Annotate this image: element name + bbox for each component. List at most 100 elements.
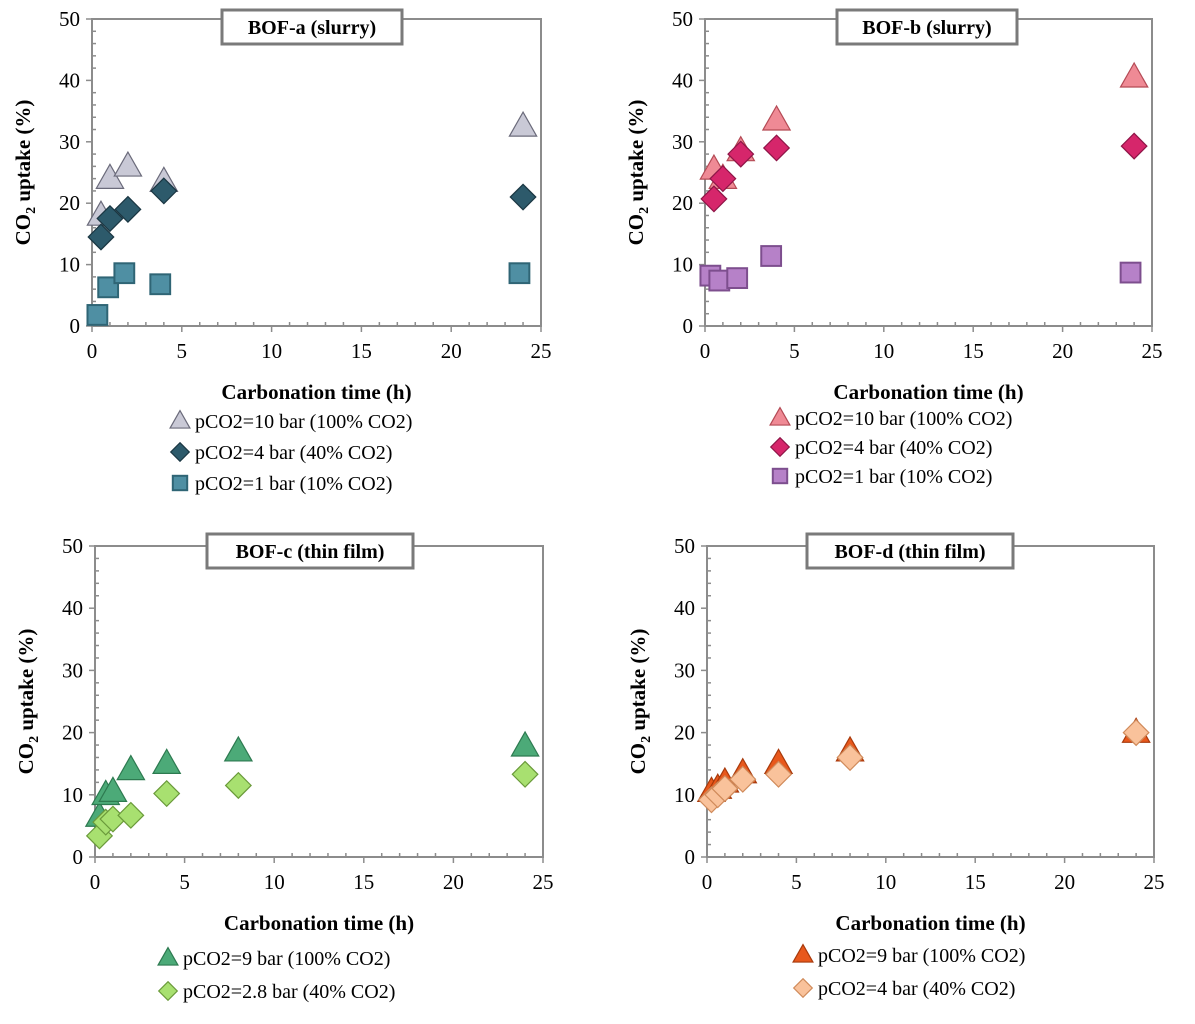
data-point	[152, 748, 182, 775]
data-point	[708, 269, 731, 292]
x-tick-label: 10	[875, 870, 896, 894]
x-tick-label: 5	[177, 339, 188, 363]
data-point	[98, 776, 128, 802]
y-tick-label: 20	[62, 721, 83, 745]
data-point	[762, 134, 791, 162]
chart-panel-3: 0 10 20 30 40 50 0 5 10 15 20 25 Carbonation time (h…	[14, 532, 554, 1003]
data-point	[761, 104, 792, 131]
data-point	[223, 735, 254, 762]
y-tick-label: 10	[62, 783, 83, 807]
y-tick-label: 40	[674, 596, 695, 620]
legend: pCO2=10 bar (100% CO2) pCO2=4 bar (40% CO…	[169, 409, 412, 495]
y-axis-title-subscript: 2	[24, 207, 39, 214]
legend-label: pCO2=4 bar (40% CO2)	[195, 442, 392, 464]
legend-label: pCO2=9 bar (100% CO2)	[818, 945, 1025, 967]
series-2	[87, 177, 537, 251]
y-axis-title-rest: uptake (%)	[14, 629, 38, 736]
legend-marker	[157, 980, 179, 1002]
legend-label: pCO2=10 bar (100% CO2)	[795, 408, 1012, 430]
y-axis-title-main: CO	[626, 743, 650, 775]
data-point	[510, 730, 540, 757]
data-point	[116, 754, 146, 781]
series-1	[84, 730, 540, 827]
series-2	[85, 760, 539, 850]
y-axis-title: CO2 uptake (%)	[624, 100, 652, 246]
panel-title: BOF-b (slurry)	[862, 17, 991, 39]
legend-label: pCO2=4 bar (40% CO2)	[795, 437, 992, 459]
data-point	[508, 262, 531, 285]
y-tick-label: 30	[672, 130, 693, 154]
x-axis-title: Carbonation time (h)	[221, 380, 411, 404]
y-tick-label: 40	[62, 596, 83, 620]
series-2	[700, 132, 1148, 213]
data-point	[87, 223, 115, 251]
y-axis-title-rest: uptake (%)	[626, 629, 650, 736]
x-axis-title: Carbonation time (h)	[224, 911, 414, 935]
data-point	[1119, 261, 1142, 284]
y-tick-label: 0	[73, 845, 84, 869]
series-3	[86, 262, 531, 326]
y-tick-label: 30	[674, 658, 695, 682]
x-axis-title: Carbonation time (h)	[833, 380, 1023, 404]
legend: pCO2=9 bar (100% CO2) pCO2=4 bar (40% CO2…	[792, 943, 1025, 1000]
x-tick-label: 25	[531, 339, 552, 363]
x-tick-label: 5	[179, 870, 190, 894]
plot-area	[704, 18, 1153, 327]
x-tick-label: 15	[353, 870, 374, 894]
legend-marker	[769, 436, 791, 458]
data-point	[224, 771, 252, 800]
y-axis-title: CO2 uptake (%)	[626, 629, 654, 775]
legend-marker	[169, 409, 191, 429]
y-axis-title: CO2 uptake (%)	[14, 629, 42, 775]
y-tick-label: 40	[672, 68, 693, 92]
data-point	[729, 765, 757, 793]
plot-area	[706, 545, 1155, 858]
legend: pCO2=9 bar (100% CO2) pCO2=2.8 bar (40% C…	[157, 946, 395, 1003]
y-tick-label: 20	[674, 721, 695, 745]
y-axis-title-subscript: 2	[639, 736, 654, 743]
data-point	[700, 185, 728, 213]
x-tick-label: 25	[1144, 870, 1165, 894]
y-tick-label: 0	[70, 314, 81, 338]
data-point	[727, 140, 755, 168]
series-1	[696, 717, 1151, 802]
data-point	[153, 779, 181, 808]
x-tick-label: 25	[533, 870, 554, 894]
data-point	[114, 195, 142, 223]
x-tick-label: 5	[791, 870, 802, 894]
data-point	[96, 204, 124, 233]
panel-title-box	[220, 8, 404, 46]
y-tick-label: 20	[59, 191, 80, 215]
data-point	[1122, 718, 1150, 747]
y-tick-label: 0	[685, 845, 696, 869]
x-tick-label: 0	[90, 870, 101, 894]
x-axis-title: Carbonation time (h)	[835, 911, 1025, 935]
data-point	[117, 801, 145, 829]
y-axis-title-main: CO	[14, 743, 38, 775]
data-point	[86, 304, 109, 326]
x-tick-label: 20	[1054, 870, 1075, 894]
x-tick-label: 0	[700, 339, 711, 363]
chart-panel-1: 0 10 20 30 40 50 0 5 10 15 20 25 Carbonation time (h…	[11, 7, 552, 495]
legend-label: pCO2=9 bar (100% CO2)	[183, 948, 390, 970]
x-tick-label: 5	[789, 339, 800, 363]
data-point	[709, 165, 737, 193]
data-point	[836, 743, 864, 772]
y-axis-title-rest: uptake (%)	[624, 100, 648, 207]
legend: pCO2=10 bar (100% CO2) pCO2=4 bar (40% CO…	[769, 406, 1012, 488]
data-point	[508, 110, 538, 137]
legend-label: pCO2=2.8 bar (40% CO2)	[183, 981, 395, 1003]
series-2	[697, 718, 1150, 814]
legend-marker	[769, 406, 791, 426]
legend-label: pCO2=4 bar (40% CO2)	[818, 978, 1015, 1000]
x-tick-label: 10	[873, 339, 894, 363]
legend-label: pCO2=1 bar (10% CO2)	[795, 466, 992, 488]
y-tick-label: 20	[672, 191, 693, 215]
legend-marker	[792, 943, 814, 963]
data-point	[511, 760, 539, 788]
legend-marker	[171, 474, 189, 492]
x-tick-label: 10	[264, 870, 285, 894]
x-tick-label: 0	[87, 339, 98, 363]
y-tick-label: 50	[62, 534, 83, 558]
